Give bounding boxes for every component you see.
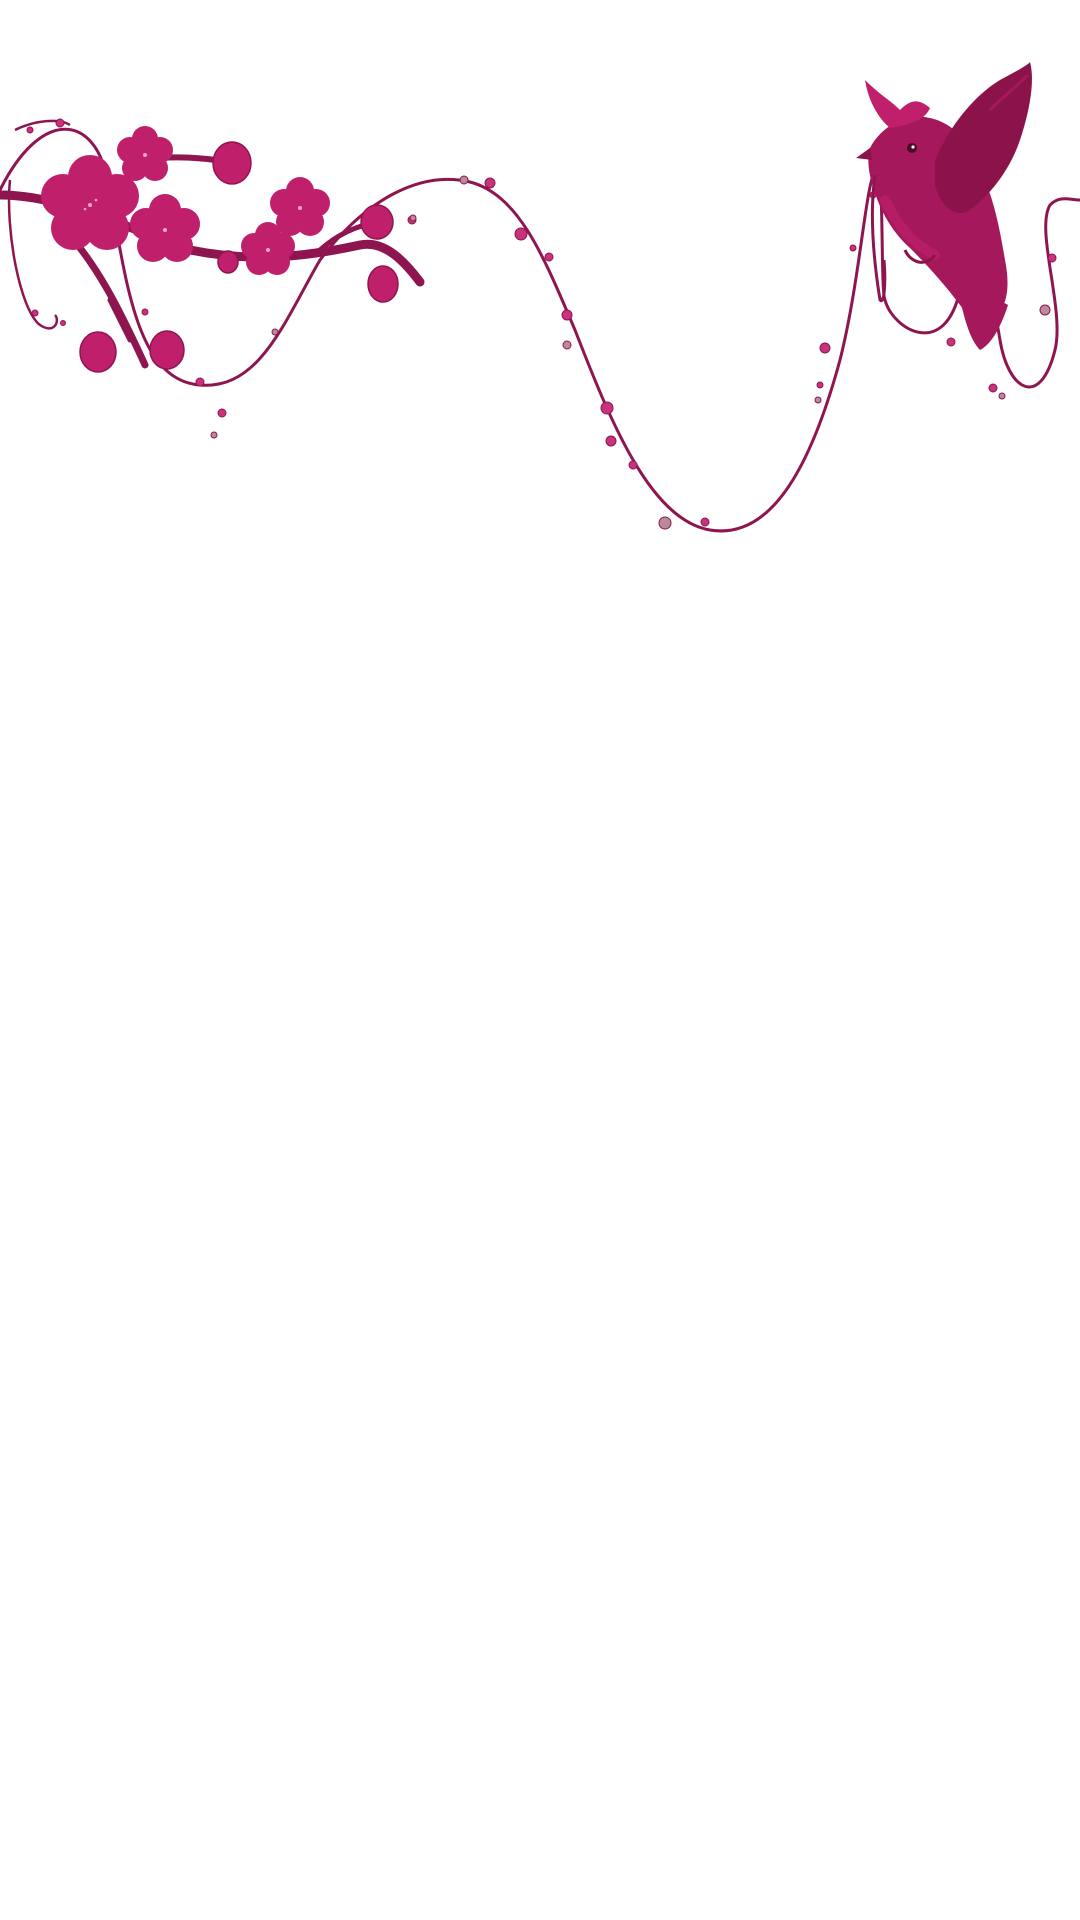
blossom-icon xyxy=(41,155,139,250)
blossom-icon xyxy=(117,126,173,181)
bird-icon xyxy=(856,62,1032,350)
bud-group xyxy=(79,141,399,373)
vine-curve xyxy=(0,127,1080,533)
vine-curve-left-loop xyxy=(7,179,59,330)
blossom-icon xyxy=(130,194,200,262)
bead-icon xyxy=(26,118,1057,527)
bead-pale-group xyxy=(210,175,1051,530)
blossom-icon xyxy=(241,222,295,275)
vine-tendril-top xyxy=(14,119,71,132)
branch-twig-lower xyxy=(107,297,133,343)
blossom-icon xyxy=(270,177,330,236)
